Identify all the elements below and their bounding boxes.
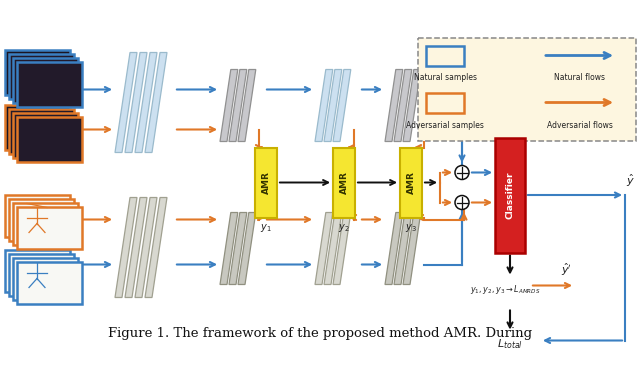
Bar (13, 114, 58, 143)
Polygon shape (238, 69, 256, 141)
Text: Classifier: Classifier (506, 171, 515, 219)
Bar (9, 199, 74, 241)
Polygon shape (238, 213, 256, 285)
Bar (9, 108, 74, 153)
Polygon shape (324, 69, 342, 141)
Bar (426, 92, 464, 113)
Circle shape (455, 196, 469, 210)
Polygon shape (145, 197, 167, 298)
Polygon shape (394, 213, 412, 285)
Bar (495, 138, 525, 252)
Polygon shape (220, 213, 238, 285)
Text: $\hat{y}'$: $\hat{y}'$ (561, 262, 573, 279)
Polygon shape (333, 69, 351, 141)
Polygon shape (229, 69, 247, 141)
Polygon shape (403, 69, 421, 141)
Bar (13, 113, 78, 158)
Bar (5, 50, 70, 94)
Polygon shape (125, 197, 147, 298)
Bar (400, 147, 422, 218)
Bar (255, 147, 277, 218)
Bar (5, 105, 70, 149)
Text: AMR: AMR (406, 171, 415, 194)
Polygon shape (135, 197, 157, 298)
Bar (17, 61, 82, 106)
Text: AMR: AMR (262, 171, 271, 194)
Text: $\hat{y}$: $\hat{y}$ (625, 172, 634, 189)
Bar (418, 38, 636, 141)
Polygon shape (229, 213, 247, 285)
Bar (426, 45, 464, 66)
Polygon shape (115, 53, 137, 152)
Polygon shape (324, 213, 342, 285)
Circle shape (455, 166, 469, 180)
Text: Adversarial flows: Adversarial flows (547, 121, 613, 130)
Polygon shape (220, 69, 238, 141)
Polygon shape (125, 53, 147, 152)
Bar (5, 194, 70, 236)
Text: Adversarial samples: Adversarial samples (406, 121, 484, 130)
Polygon shape (333, 213, 351, 285)
Polygon shape (385, 213, 403, 285)
Polygon shape (135, 53, 157, 152)
Text: $y_3$: $y_3$ (405, 222, 417, 235)
Text: Figure 1. The framework of the proposed method AMR. During: Figure 1. The framework of the proposed … (108, 326, 532, 340)
Bar (9, 53, 74, 99)
Text: $y_1, y_2, y_3 \rightarrow L_{AMRDS}$: $y_1, y_2, y_3 \rightarrow L_{AMRDS}$ (470, 282, 540, 296)
Polygon shape (145, 53, 167, 152)
Polygon shape (403, 213, 421, 285)
Bar (17, 116, 82, 161)
Bar (5, 249, 70, 291)
Text: Natural flows: Natural flows (554, 74, 605, 83)
Text: $y_1$: $y_1$ (260, 222, 272, 235)
Polygon shape (115, 197, 137, 298)
Polygon shape (315, 69, 333, 141)
Bar (17, 262, 82, 304)
Text: AMR: AMR (339, 171, 349, 194)
Text: Natural samples: Natural samples (413, 74, 477, 83)
Bar (13, 58, 78, 102)
Bar (13, 202, 78, 244)
Polygon shape (385, 69, 403, 141)
Polygon shape (315, 213, 333, 285)
Polygon shape (394, 69, 412, 141)
Bar (333, 147, 355, 218)
Bar (17, 207, 82, 249)
Bar (13, 257, 78, 299)
Text: $L_{total}$: $L_{total}$ (497, 338, 523, 351)
Text: $y_2$: $y_2$ (338, 222, 350, 235)
Bar (13, 60, 58, 88)
Bar (9, 254, 74, 296)
